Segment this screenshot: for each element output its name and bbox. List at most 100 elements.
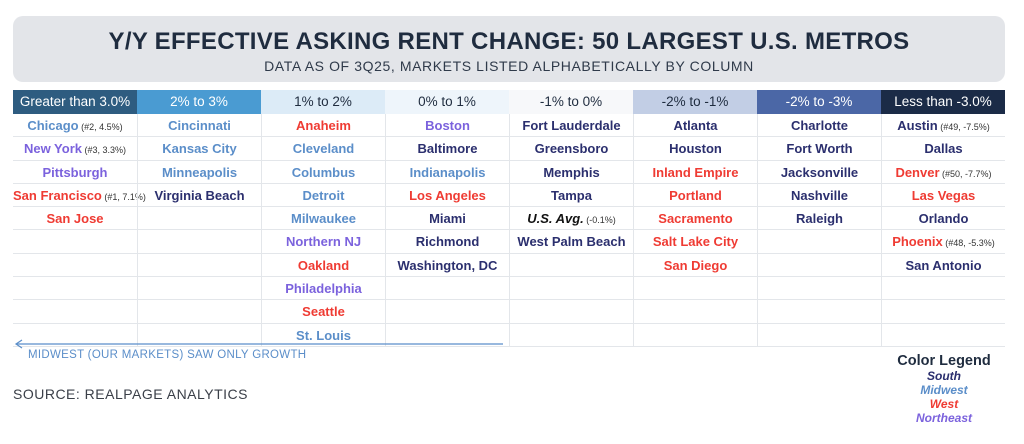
market-name: Dallas [924, 141, 963, 157]
market-cell: Minneapolis [137, 160, 261, 184]
column-2: 1% to 2% Anaheim Cleveland Columbus Detroit M… [261, 90, 385, 347]
column-header: 2% to 3% [137, 90, 261, 114]
market-cell: Portland [633, 183, 757, 208]
market-name: Philadelphia [285, 281, 362, 297]
market-cell: Columbus [261, 160, 385, 184]
market-cell: St. Louis [261, 323, 385, 347]
column-header: 0% to 1% [385, 90, 509, 114]
market-cell: Phoenix (#48, -5.3%) [881, 230, 1005, 254]
market-cell: New York (#3, 3.3%) [13, 137, 137, 161]
market-rank-note: (#2, 4.5%) [78, 122, 123, 132]
market-cell: Cleveland [261, 137, 385, 161]
market-name: St. Louis [296, 327, 351, 343]
market-rank-note: (#3, 3.3%) [82, 145, 127, 156]
empty-cell [13, 300, 137, 324]
market-name: Seattle [302, 304, 345, 320]
legend-title: Color Legend [897, 353, 991, 369]
market-cell: Northern NJ [261, 230, 385, 254]
empty-cell [757, 277, 881, 301]
market-cell: Kansas City [137, 137, 261, 161]
market-cell: Denver (#50, -7.7%) [881, 160, 1005, 184]
empty-cell [509, 300, 633, 324]
market-cell: Virginia Beach [137, 183, 261, 208]
market-name: Kansas City [162, 141, 237, 157]
market-cell: Detroit [261, 183, 385, 208]
market-name: Washington, DC [397, 257, 498, 273]
empty-cell [509, 323, 633, 347]
market-name: New York [23, 141, 82, 157]
market-cell: West Palm Beach [509, 230, 633, 254]
market-cell: Anaheim [261, 114, 385, 138]
market-name: Las Vegas [911, 187, 976, 203]
color-legend: Color Legend South Midwest West Northeast [885, 353, 1003, 425]
empty-cell [137, 323, 261, 347]
market-name: San Antonio [905, 257, 982, 273]
market-name: Indianapolis [409, 164, 486, 180]
market-cell: Baltimore [385, 137, 509, 161]
column-3: 0% to 1% Boston Baltimore Indianapolis Los A… [385, 90, 509, 347]
midwest-footnote: MIDWEST (OUR MARKETS) SAW ONLY GROWTH [28, 349, 307, 361]
market-name: Fort Worth [786, 141, 853, 157]
market-cell: Austin (#49, -7.5%) [881, 114, 1005, 138]
empty-cell [757, 253, 881, 278]
market-name: Memphis [543, 164, 600, 180]
column-6: -2% to -3% Charlotte Fort Worth Jacksonvill… [757, 90, 881, 347]
empty-cell [633, 277, 757, 301]
market-cell: Sacramento [633, 207, 757, 231]
market-cell: Orlando [881, 207, 1005, 231]
market-name: Chicago [27, 118, 79, 133]
empty-cell [137, 253, 261, 278]
market-cell: Cincinnati [137, 114, 261, 138]
market-name: Portland [669, 187, 722, 203]
market-cell: Chicago (#2, 4.5%) [13, 114, 137, 138]
market-name: Baltimore [417, 141, 478, 157]
market-rank-note: (#48, -5.3%) [942, 238, 995, 249]
column-7: Less than -3.0% Austin (#49, -7.5%) Dallas… [881, 90, 1005, 347]
market-name: Denver [895, 164, 940, 180]
market-cell: Salt Lake City [633, 230, 757, 254]
market-cell: Los Angeles [385, 183, 509, 208]
market-cell: Fort Lauderdale [509, 114, 633, 138]
empty-cell [13, 230, 137, 254]
empty-cell [385, 277, 509, 301]
market-cell: Atlanta [633, 114, 757, 138]
left-arrow [14, 339, 503, 349]
column-5: -2% to -1% Atlanta Houston Inland Empire Por… [633, 90, 757, 347]
column-header: -1% to 0% [509, 90, 633, 114]
empty-cell [13, 254, 137, 278]
market-name: Atlanta [673, 118, 718, 133]
market-cell: San Francisco (#1, 7.1%) [13, 184, 146, 208]
market-name: West Palm Beach [517, 234, 626, 250]
market-rank-note: (#50, -7.7%) [939, 168, 992, 179]
market-name: Austin [897, 118, 938, 133]
market-name: Detroit [302, 187, 345, 203]
empty-cell [633, 323, 757, 347]
market-name: Salt Lake City [652, 234, 739, 250]
empty-cell [881, 323, 1005, 347]
market-cell: Tampa [509, 183, 633, 208]
market-cell: Pittsburgh [13, 161, 137, 184]
empty-cell [633, 300, 757, 324]
market-name: Columbus [291, 164, 356, 180]
market-name: Richmond [415, 234, 480, 250]
market-cell: Indianapolis [385, 160, 509, 184]
market-cell: Nashville [757, 183, 881, 208]
column-0: Greater than 3.0% Chicago (#2, 4.5%) New Y… [13, 90, 146, 347]
market-cell: Inland Empire [633, 160, 757, 184]
market-cell: Fort Worth [757, 137, 881, 161]
market-name: Inland Empire [652, 164, 739, 180]
market-name: Houston [669, 141, 722, 157]
market-name: San Jose [46, 211, 104, 227]
source-note: SOURCE: REALPAGE ANALYTICS [13, 386, 248, 402]
market-name: Orlando [918, 211, 969, 227]
market-cell: Memphis [509, 160, 633, 184]
market-name: Sacramento [658, 211, 733, 227]
market-cell: Charlotte [757, 114, 881, 138]
market-name: Phoenix [892, 234, 943, 250]
market-name: Northern NJ [285, 234, 362, 250]
market-name: U.S. Avg. [527, 211, 584, 227]
empty-cell [509, 277, 633, 301]
market-rank-note: (#1, 7.1%) [101, 191, 146, 202]
market-cell: San Jose [13, 207, 137, 231]
market-name: Cincinnati [168, 118, 231, 133]
